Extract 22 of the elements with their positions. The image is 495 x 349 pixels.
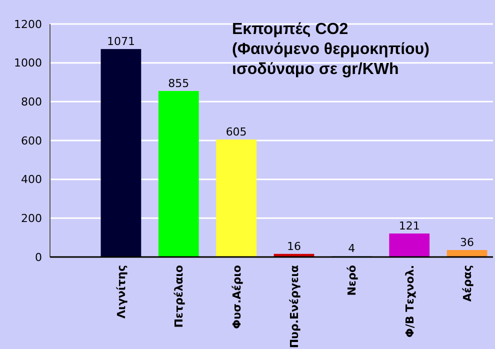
- x-tick-label: Νερό: [346, 264, 359, 296]
- x-tick-label: Λιγνίτης: [114, 265, 128, 318]
- x-tick-label: Πετρέλαιο: [172, 264, 186, 328]
- y-tick-label: 400: [21, 173, 42, 186]
- y-tick-label: 0: [35, 250, 42, 264]
- text: Εκπομπές CO2 (Φαινόμενο θερμοκηπίου) ισοδύναμο σε gr/KWh: [232, 21, 430, 78]
- y-tick-label: 200: [21, 212, 42, 226]
- data-label: 36: [460, 236, 474, 250]
- x-tick-label: Φ/Β Τεχνολ.: [403, 265, 416, 338]
- y-tick-label: 800: [21, 96, 42, 109]
- y-tick-label: 1000: [14, 56, 42, 70]
- y-tick-label: 600: [21, 134, 42, 148]
- data-label: 4: [348, 242, 356, 256]
- data-label: 121: [398, 220, 420, 233]
- y-tick-label: 1200: [14, 18, 42, 31]
- data-label: 605: [226, 126, 247, 139]
- x-tick-label: Αέρας: [461, 265, 474, 302]
- data-label: 1071: [106, 35, 135, 48]
- x-tick-label: Πυρ.Ενέργεια: [288, 264, 301, 348]
- data-label: 855: [168, 76, 190, 90]
- x-tick-label: Φυσ.Αέριο: [230, 264, 244, 329]
- data-label: 16: [287, 240, 301, 253]
